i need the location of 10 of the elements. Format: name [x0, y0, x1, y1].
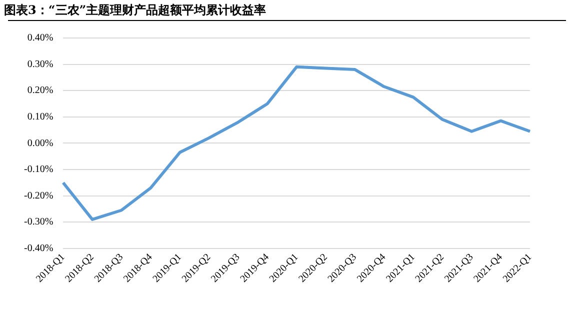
y-tick-label: 0.20% [27, 85, 54, 96]
y-tick-label: -0.30% [24, 216, 54, 228]
y-tick-label: 0.10% [27, 112, 54, 123]
chart-title: 图表3：“三农”主题理财产品超额平均累计收益率 [4, 2, 266, 19]
y-tick-label: 0.00% [27, 138, 54, 149]
y-tick-label: 0.40% [27, 32, 54, 44]
y-tick-label: 0.30% [27, 58, 54, 70]
y-tick-label: -0.10% [24, 164, 54, 176]
y-tick-label: -0.20% [24, 190, 54, 202]
y-tick-label: -0.40% [24, 243, 54, 254]
